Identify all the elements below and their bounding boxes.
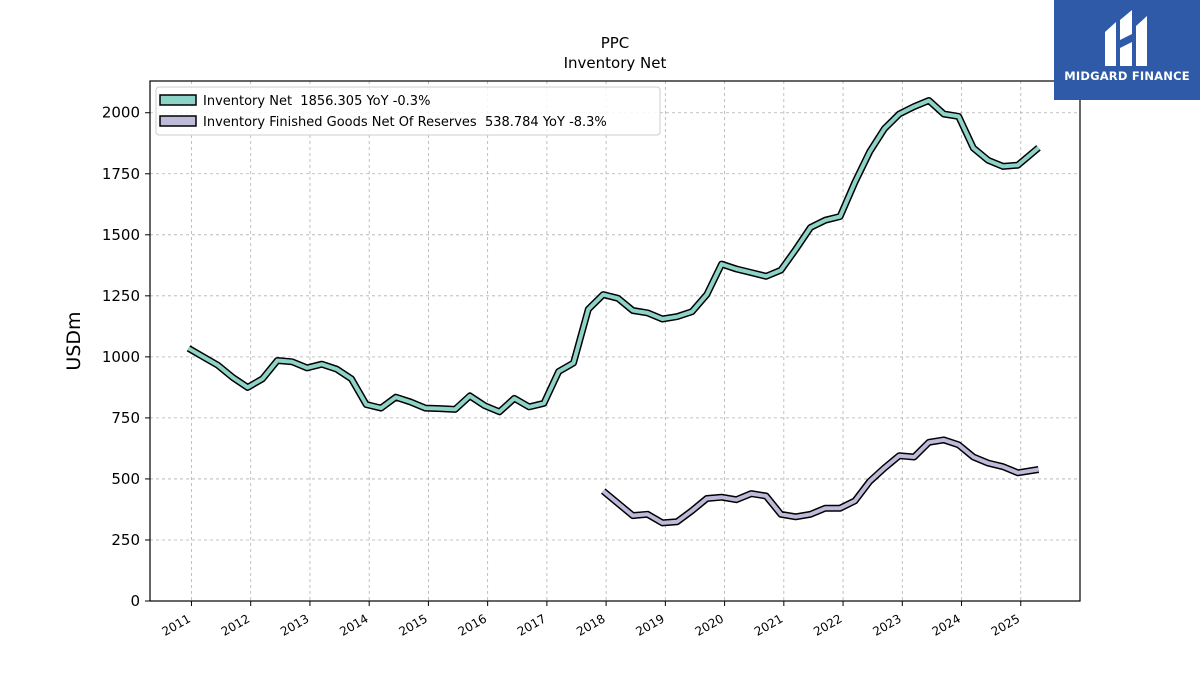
legend-box xyxy=(155,86,661,136)
y-tick-label: 1000 xyxy=(102,348,140,366)
y-tick-label: 1750 xyxy=(102,165,140,183)
legend-label: Inventory Finished Goods Net Of Reserves… xyxy=(203,115,607,130)
midgard-logo-icon xyxy=(1105,10,1147,66)
y-tick-label: 1250 xyxy=(102,287,140,305)
x-tick-label: 2021 xyxy=(752,611,785,638)
y-tick-label: 1500 xyxy=(102,226,140,244)
x-axis: 2011 2012 2013 2014 2015 2016 2017 2018 2019 2020… xyxy=(160,601,1022,639)
x-tick-label: 2022 xyxy=(811,611,844,638)
series-2-line xyxy=(601,437,1039,525)
x-tick-label: 2016 xyxy=(456,611,489,638)
plot-frame xyxy=(149,80,1081,602)
logo: MIDGARD FINANCE xyxy=(1054,0,1200,100)
legend: Inventory Net 1856.305 YoY -0.3% Inventor… xyxy=(155,86,661,136)
legend-swatch xyxy=(159,94,197,106)
y-tick-label: 2000 xyxy=(102,104,140,122)
y-tick-label: 0 xyxy=(130,592,140,610)
x-tick-label: 2015 xyxy=(396,611,429,638)
y-tick-label: 750 xyxy=(111,409,140,427)
x-tick-label: 2018 xyxy=(574,611,607,638)
chart-title: PPC xyxy=(601,34,630,52)
grid xyxy=(150,81,1080,602)
y-tick-label: 500 xyxy=(111,470,140,488)
x-tick-label: 2025 xyxy=(989,611,1022,638)
y-axis: 0 250 500 750 1000 1250 1500 1750 2000 xyxy=(102,104,150,610)
x-tick-label: 2020 xyxy=(693,611,726,638)
x-tick-label: 2019 xyxy=(633,611,666,638)
series-layer xyxy=(186,97,1041,527)
y-axis-label: USDm xyxy=(63,311,85,370)
y-tick-label: 250 xyxy=(111,531,140,549)
logo-text: MIDGARD FINANCE xyxy=(1064,69,1190,83)
legend-swatch xyxy=(159,115,197,127)
x-tick-label: 2024 xyxy=(930,611,963,638)
x-tick-label: 2014 xyxy=(337,611,370,638)
x-tick-label: 2012 xyxy=(219,611,252,638)
series-1-line xyxy=(187,98,1040,414)
x-tick-label: 2017 xyxy=(515,611,548,638)
chart-subtitle: Inventory Net xyxy=(564,54,667,72)
x-tick-label: 2011 xyxy=(160,611,193,638)
legend-label: Inventory Net 1856.305 YoY -0.3% xyxy=(203,94,430,109)
x-tick-label: 2023 xyxy=(870,611,903,638)
x-tick-label: 2013 xyxy=(278,611,311,638)
